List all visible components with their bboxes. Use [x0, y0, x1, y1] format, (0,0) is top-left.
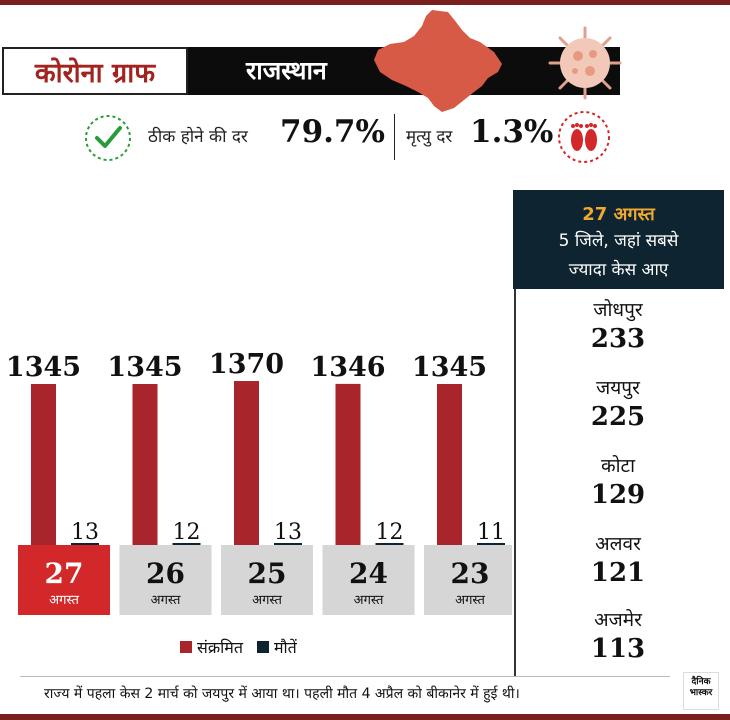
date-month-label: अगस्त [455, 593, 485, 608]
district-name: अजमेर [594, 609, 642, 631]
infected-bar [437, 384, 462, 545]
district-item: अलवर 121 [518, 530, 718, 588]
deaths-bar [71, 543, 99, 545]
infected-bar [31, 384, 56, 545]
footer-divider [20, 676, 670, 677]
deaths-value-label: 13 [274, 520, 302, 545]
district-name: जयपुर [596, 377, 640, 399]
death-rate-label: मृत्यु दर [406, 127, 453, 147]
district-cases: 113 [590, 634, 646, 664]
brand-logo: दैनिक भास्कर [683, 672, 719, 710]
district-item: जोधपुर 233 [518, 296, 718, 354]
district-cases: 121 [590, 558, 646, 588]
district-cases: 129 [590, 480, 646, 510]
legend-label-deaths: मौतें [273, 638, 297, 657]
deaths-bar [375, 543, 404, 545]
top-border [0, 0, 730, 5]
district-cases: 233 [590, 324, 646, 354]
district-name: अलवर [595, 533, 641, 555]
district-item: कोटा 129 [518, 452, 718, 510]
top-districts-header: 27 अगस्त 5 जिले, जहां सबसे ज्यादा केस आए [513, 190, 724, 289]
state-name: राजस्थान [246, 56, 327, 85]
infected-bar [335, 383, 361, 545]
date-box [221, 545, 313, 615]
date-month-label: अगस्त [252, 593, 282, 608]
bottom-border [0, 714, 730, 720]
date-day-label: 26 [146, 557, 185, 590]
legend-label-infected: संक्रमित [197, 638, 243, 657]
chart-legend: संक्रमित मौतें [180, 636, 311, 658]
infected-value-label: 1345 [6, 352, 81, 383]
rajasthan-map-icon [374, 10, 502, 112]
date-day-label: 24 [349, 557, 388, 590]
district-item: जयपुर 225 [518, 374, 718, 432]
infected-value-label: 1345 [412, 352, 487, 383]
deaths-bar [477, 543, 505, 545]
check-icon [85, 115, 131, 161]
logo-line1: दैनिक [691, 677, 711, 687]
footer-note: राज्य में पहला केस 2 मार्च को जयपुर में … [44, 686, 520, 702]
legend-item-infected: संक्रमित [180, 636, 243, 658]
panel-date: 27 अगस्त [582, 204, 655, 225]
date-box [18, 545, 110, 615]
virus-icon [548, 26, 622, 100]
date-box [322, 545, 415, 615]
bar-chart: 1345 13 27 अगस्त 1345 12 26 अगस्त 1370 13 25 अगस्त 1… [6, 349, 512, 615]
panel-subtitle-line1: 5 जिले, जहां सबसे [558, 231, 679, 251]
date-month-label: अगस्त [354, 593, 384, 608]
recovery-rate-value: 79.7% [280, 114, 385, 150]
date-box [119, 545, 212, 615]
district-name: जोधपुर [593, 299, 643, 321]
deaths-bar [172, 543, 201, 545]
stats-divider [394, 114, 395, 160]
district-item: अजमेर 113 [518, 606, 718, 664]
deaths-value-label: 12 [173, 520, 201, 545]
infected-bar [234, 381, 259, 545]
death-rate-value: 1.3% [470, 114, 554, 150]
date-day-label: 23 [451, 557, 490, 590]
date-day-label: 27 [45, 557, 84, 590]
recovery-rate-label: ठीक होने की दर [148, 127, 248, 147]
infected-value-label: 1370 [209, 349, 284, 380]
date-day-label: 25 [248, 557, 287, 590]
panel-divider [514, 190, 516, 676]
date-month-label: अगस्त [49, 593, 79, 608]
infected-value-label: 1345 [107, 352, 182, 383]
deaths-value-label: 13 [71, 520, 99, 545]
legend-swatch-infected [180, 641, 192, 653]
deaths-bar [274, 543, 302, 545]
infected-bar [132, 384, 158, 545]
date-month-label: अगस्त [151, 593, 181, 608]
deaths-value-label: 11 [477, 520, 505, 545]
deaths-value-label: 12 [376, 520, 404, 545]
infected-value-label: 1346 [310, 352, 385, 383]
footprints-icon [558, 111, 610, 163]
date-box [424, 545, 512, 615]
district-cases: 225 [590, 402, 646, 432]
page-title: कोरोना ग्राफ [2, 47, 188, 95]
panel-subtitle-line2: ज्यादा केस आए [568, 260, 669, 280]
logo-line2: भास्कर [689, 688, 713, 698]
legend-swatch-deaths [256, 641, 269, 653]
legend-item-deaths: मौतें [256, 636, 297, 658]
district-name: कोटा [600, 455, 635, 477]
